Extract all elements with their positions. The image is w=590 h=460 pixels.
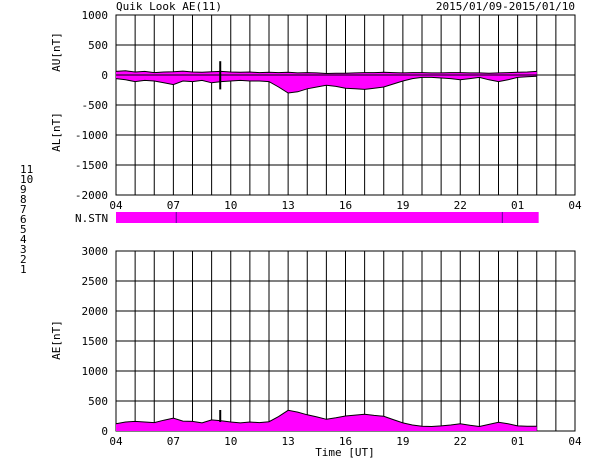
x-tick-label: 13 [282,435,295,448]
x-tick-label: 04 [568,199,582,212]
x-tick-label: 13 [282,199,295,212]
x-tick-label: 04 [568,435,582,448]
x-axis-label: Time [UT] [315,446,375,459]
x-tick-label: 01 [511,199,524,212]
legend-entry: 4 [20,233,27,246]
legend-entry: 2 [20,253,27,266]
x-tick-label: 04 [109,435,123,448]
x-tick-label: 04 [109,199,123,212]
x-tick-label: 10 [224,199,237,212]
y-tick-label: 0 [101,425,108,438]
x-tick-label: 16 [339,199,352,212]
legend-entry: 11 [20,163,33,176]
y-tick-label: 2000 [82,305,109,318]
x-tick-label: 10 [224,435,237,448]
y-tick-label: -1000 [75,129,108,142]
al-trace [115,75,537,94]
au-axis-label: AU[nT] [50,32,63,72]
y-tick-label: 500 [88,395,108,408]
x-tick-label: 19 [396,199,409,212]
y-tick-label: 2500 [82,275,109,288]
y-tick-label: -1500 [75,159,108,172]
y-tick-label: 1000 [82,365,109,378]
y-tick-label: 0 [101,69,108,82]
station-bar-fill [116,212,539,223]
x-tick-label: 19 [396,435,409,448]
y-tick-label: 1500 [82,335,109,348]
legend-entry: 3 [20,243,27,256]
chart-title: Quik Look AE(11) [116,0,222,13]
panel-frame [115,14,576,196]
date-range: 2015/01/09-2015/01/10 [436,0,575,13]
legend-entry: 9 [20,183,27,196]
legend-entry: 5 [20,223,27,236]
al-axis-label: AL[nT] [50,112,63,152]
x-tick-label: 01 [511,435,524,448]
legend-entry: 8 [20,193,27,206]
x-tick-label: 22 [454,199,467,212]
y-tick-label: 1000 [82,9,109,22]
y-tick-label: 3000 [82,245,109,258]
x-tick-label: 16 [339,435,352,448]
stations-label: N.STN [75,212,108,225]
ae-axis-label: AE[nT] [50,320,63,360]
y-tick-label: 500 [88,39,108,52]
legend-entry: 1 [20,263,27,276]
x-tick-label: 07 [167,199,180,212]
au-trace [115,70,537,75]
legend-entry: 7 [20,203,27,216]
ae-fill [116,410,537,431]
x-tick-label: 07 [167,435,180,448]
ae-trace [115,409,537,428]
station-bar [116,212,539,223]
legend-entry: 6 [20,213,27,226]
y-tick-label: -500 [82,99,109,112]
y-tick-label: -2000 [75,189,108,202]
x-tick-label: 22 [454,435,467,448]
legend-entry: 10 [20,173,33,186]
